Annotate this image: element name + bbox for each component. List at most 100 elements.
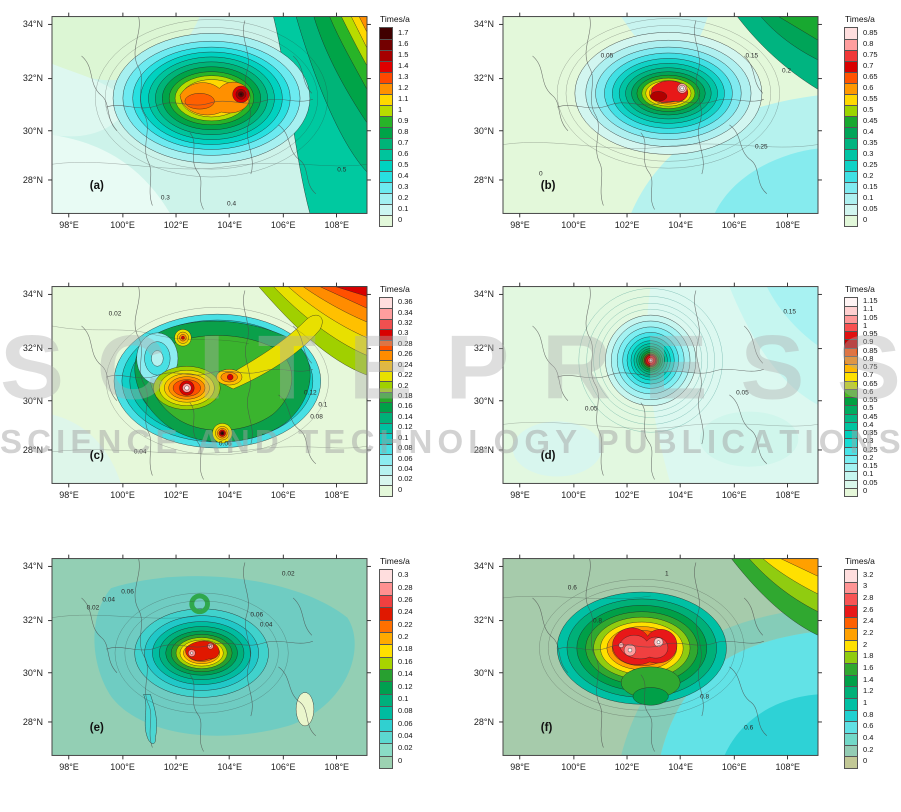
colorbar-swatch [845,116,857,127]
colorbar-swatch [845,138,857,149]
colorbar-tick-label: 0.7 [863,60,874,70]
colorbar-swatch [845,127,857,138]
x-tick-label: 100°E [110,490,135,500]
colorbar-tick-label: 1.1 [398,93,409,103]
colorbar-swatch [845,651,857,664]
colorbar-tick-label: 0.1 [863,192,874,202]
x-tick-label: 102°E [614,490,640,500]
colorbar-swatch [845,709,857,722]
colorbar-swatch [380,28,392,39]
colorbar-swatch [845,663,857,675]
hotspot-a [112,33,311,164]
colorbar-tick-label: 0.12 [398,422,413,432]
colorbar-tick-label: 0.18 [398,644,413,654]
colorbar-tick-label: 0.95 [863,329,878,339]
colorbar-swatch [845,604,857,617]
colorbar-swatch [380,204,392,215]
y-tick-label: 28°N [22,175,43,186]
y-tick-label: 30°N [22,125,43,136]
colorbar-swatch [845,339,857,348]
x-tick-label: 108°E [775,490,801,500]
x-tick-label: 108°E [324,762,350,772]
colorbar-swatch [845,298,857,307]
colorbar-tick-label: 0.35 [863,137,878,147]
colorbar-swatch [380,391,392,403]
x-tick-label: 108°E [775,762,801,772]
colorbar-tick-label: 0.15 [863,181,878,191]
colorbar-swatch [380,693,392,707]
colorbar-tick-label: 1 [398,104,403,114]
y-axis-labels-d: 34°N 32°N 30°N 28°N [451,274,499,504]
colorbar-swatch [380,381,392,392]
colorbar-swatch [380,594,392,608]
y-tick-label: 30°N [473,395,494,406]
colorbar-swatch [845,446,857,455]
colorbar-swatch [845,204,857,215]
x-tick-label: 102°E [614,762,640,772]
colorbar-swatch [845,471,857,480]
colorbar-swatch [845,355,857,364]
x-tick-label: 104°E [668,220,693,230]
colorbar-swatch [380,644,392,657]
x-tick-label: 106°E [270,220,296,230]
colorbar-tick-label: 1.8 [863,651,874,661]
colorbar-tick-label: 0 [863,756,868,766]
colorbar-swatches [379,569,393,769]
colorbar-swatch [380,402,392,413]
map-a: (a) 0.3 0.4 0.5 [47,12,372,218]
map-b: (b) 0 0.05 0.15 0.2 0.25 [498,12,823,218]
colorbar-tick-label: 0.5 [398,159,409,169]
colorbar-swatch [380,105,392,116]
colorbar-tick-label: 0.2 [398,380,409,390]
contour-map-b [498,12,823,218]
colorbar-tick-label: 0.6 [863,82,874,92]
colorbar-swatch [845,454,857,463]
colorbar-swatch [845,331,857,340]
colorbar-swatch [845,570,857,582]
map-f: (f) 0.6 0.8 1 0.8 0.6 [498,554,823,760]
colorbar-tick-label: 0.8 [863,38,874,48]
contour-map-d [498,282,823,488]
x-tick-label: 104°E [217,490,242,500]
contour-map-e [47,554,372,760]
colorbar-tick-label: 0.06 [398,453,413,463]
colorbar-tick-label: 0.36 [398,297,413,307]
colorbar-swatch [380,329,392,340]
colorbar-swatch [380,454,392,465]
panel-label-a: (a) [89,180,104,193]
colorbar-e: Times/a 0.3 0.28 0.26 0.24 0.22 0.2 0.18 0.16 0.… [379,556,449,769]
colorbar-tick-label: 0.16 [398,401,413,411]
colorbar-swatch [380,656,392,669]
colorbar-tick-label: 0.7 [863,370,874,380]
y-tick-label: 30°N [473,667,494,678]
colorbar-swatch [845,380,857,389]
colorbar-swatch [845,674,857,687]
y-axis-labels-f: 34°N 32°N 30°N 28°N [451,546,499,776]
colorbar-tick-label: 1.2 [863,686,874,696]
colorbar-swatch [845,405,857,414]
colorbar-tick-label: 0.04 [398,731,413,741]
colorbar-swatch [380,743,392,756]
colorbar-d: Times/a 1.15 1.1 1.05 1 0.95 0.9 0.85 0.8 0.75 0.… [844,284,901,497]
colorbar-swatches [844,27,858,227]
colorbar-tick-label: 0.25 [863,159,878,169]
colorbar-swatch [380,669,392,682]
colorbar-swatch [845,397,857,406]
x-tick-label: 100°E [561,220,586,230]
colorbar-tick-label: 0.1 [398,203,409,213]
y-tick-label: 34°N [22,18,43,29]
x-axis-labels-e: 98°E 100°E 102°E 104°E 106°E 108°E [0,762,450,776]
colorbar-swatch [845,639,857,652]
colorbar-title: Times/a [380,14,410,24]
colorbar-swatch [380,582,392,595]
x-tick-label: 102°E [163,490,189,500]
colorbar-tick-label: 3.2 [863,569,874,579]
colorbar-tick-label: 0 [398,214,403,224]
colorbar-tick-label: 0.3 [863,148,874,158]
colorbar-swatches [844,297,858,497]
colorbar-tick-label: 1.7 [398,27,409,37]
colorbar-swatches [379,27,393,227]
x-tick-label: 108°E [775,220,801,230]
x-tick-label: 108°E [324,490,350,500]
colorbar-title: Times/a [845,14,875,24]
